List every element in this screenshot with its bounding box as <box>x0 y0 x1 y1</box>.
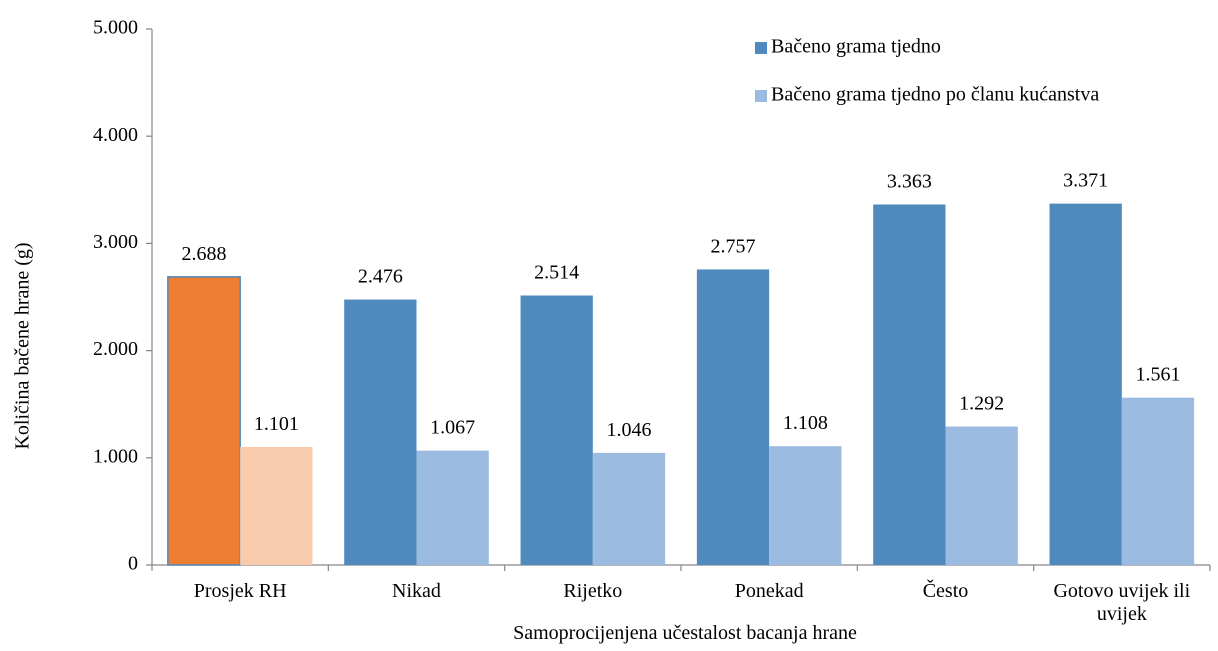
bar-value-label: 2.476 <box>358 266 403 288</box>
bar-value-label: 1.046 <box>606 419 651 441</box>
bar-series-1 <box>873 204 946 566</box>
x-category-label: Gotovo uvijek ili <box>1053 580 1190 602</box>
x-axis-title: Samoprocijenjena učestalost bacanja hran… <box>513 622 857 644</box>
x-category-label: Često <box>923 578 969 602</box>
x-category-label: Nikad <box>392 580 441 602</box>
x-category-label: Prosjek RH <box>194 580 287 602</box>
x-category-label: Rijetko <box>563 580 622 602</box>
bar-value-label: 2.514 <box>534 261 579 283</box>
y-tick-label: 2.000 <box>93 338 138 360</box>
bar-value-label: 1.561 <box>1135 364 1180 386</box>
bar-value-label: 1.108 <box>783 412 828 434</box>
bar-series-2 <box>945 426 1018 565</box>
legend-swatch <box>755 42 767 54</box>
bar-series-1 <box>1049 203 1122 566</box>
legend-label: Bačeno grama tjedno <box>771 36 941 58</box>
x-category-label: uvijek <box>1097 603 1147 625</box>
bar-series-2 <box>769 446 842 565</box>
bar-value-label: 3.371 <box>1063 170 1108 192</box>
bar-series-1 <box>167 276 241 566</box>
bar-value-label: 2.688 <box>182 243 227 265</box>
y-axis-title: Količina bačene hrane (g) <box>12 242 34 449</box>
legend-swatch <box>755 90 767 102</box>
bar-value-label: 1.292 <box>959 392 1004 414</box>
bar-value-label: 1.101 <box>254 413 299 435</box>
y-tick-label: 1.000 <box>93 445 138 467</box>
bar-series-1 <box>520 295 593 565</box>
bar-value-label: 2.757 <box>711 235 756 257</box>
x-category-label: Ponekad <box>735 580 804 602</box>
bar-value-label: 3.363 <box>887 170 932 192</box>
bar-value-label: 1.067 <box>430 417 475 439</box>
y-tick-label: 3.000 <box>93 231 138 253</box>
y-tick-label: 5.000 <box>93 17 138 39</box>
bar-series-1 <box>696 269 770 565</box>
legend-label: Bačeno grama tjedno po članu kućanstva <box>771 84 1099 106</box>
bar-series-2 <box>592 452 666 565</box>
bar-series-1 <box>344 299 417 565</box>
bar-series-2 <box>416 450 489 565</box>
bar-series-2 <box>1121 397 1195 565</box>
y-tick-label: 0 <box>128 553 138 575</box>
y-tick-label: 4.000 <box>93 124 138 146</box>
bar-series-2 <box>240 446 313 565</box>
